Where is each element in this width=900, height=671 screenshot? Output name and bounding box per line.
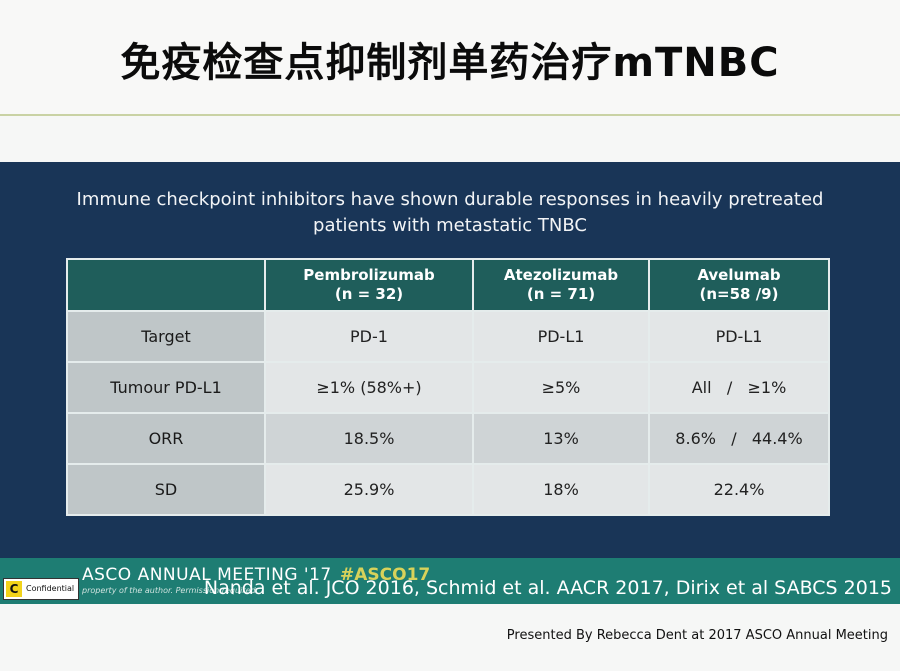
row-label: Tumour PD-L1 [66, 361, 266, 414]
references: Nanda et al. JCO 2016, Schmid et al. AAC… [203, 577, 892, 599]
column-name: Atezolizumab [503, 266, 619, 284]
column-name: Avelumab [697, 266, 781, 284]
table-row: ORR 18.5% 13% 8.6% / 44.4% [66, 412, 830, 465]
table-cell: PD-L1 [472, 310, 650, 363]
table-cell: All / ≥1% [648, 361, 830, 414]
content-panel: Immune checkpoint inhibitors have shown … [0, 162, 900, 558]
column-n: (n = 71) [526, 285, 596, 303]
table-cell: 18% [472, 463, 650, 516]
column-header-avelumab: Avelumab (n=58 /9) [648, 258, 830, 312]
permission-disclaimer: property of the author. Permission requi… [82, 586, 256, 595]
title-area: 免疫检查点抑制剂单药治疗mTNBC [0, 0, 900, 115]
column-header-pembrolizumab: Pembrolizumab (n = 32) [264, 258, 474, 312]
confidential-label: Confidential [26, 584, 75, 593]
row-label: Target [66, 310, 266, 363]
slide-title: 免疫检查点抑制剂单药治疗mTNBC [120, 40, 780, 86]
asco-footer-band: ASCO ANNUAL MEETING '17 #ASCO17 property… [0, 558, 900, 604]
table-cell: ≥1% (58%+) [264, 361, 474, 414]
table-header-row: Pembrolizumab (n = 32) Atezolizumab (n =… [66, 258, 830, 312]
table-cell: 25.9% [264, 463, 474, 516]
table-cell: 13% [472, 412, 650, 465]
confidential-badge: C Confidential [3, 578, 79, 600]
row-label: ORR [66, 412, 266, 465]
table-cell: 22.4% [648, 463, 830, 516]
table-cell: 8.6% / 44.4% [648, 412, 830, 465]
meeting-name: ASCO ANNUAL MEETING '17 [82, 565, 332, 585]
slide-subtitle: Immune checkpoint inhibitors have shown … [76, 189, 824, 236]
table-cell: PD-1 [264, 310, 474, 363]
table-row: Target PD-1 PD-L1 PD-L1 [66, 310, 830, 363]
meeting-hashtag: #ASCO17 [340, 565, 431, 585]
table-row: SD 25.9% 18% 22.4% [66, 463, 830, 516]
table-row: Tumour PD-L1 ≥1% (58%+) ≥5% All / ≥1% [66, 361, 830, 414]
column-n: (n = 32) [334, 285, 404, 303]
confidential-c-icon: C [6, 581, 22, 597]
row-label: SD [66, 463, 266, 516]
column-n: (n=58 /9) [699, 285, 779, 303]
title-divider [0, 114, 900, 116]
table-cell: ≥5% [472, 361, 650, 414]
table-cell: 18.5% [264, 412, 474, 465]
column-header-atezolizumab: Atezolizumab (n = 71) [472, 258, 650, 312]
table-corner-cell [66, 258, 266, 312]
presenter-credit: Presented By Rebecca Dent at 2017 ASCO A… [506, 628, 888, 643]
results-table: Pembrolizumab (n = 32) Atezolizumab (n =… [66, 258, 830, 516]
table-cell: PD-L1 [648, 310, 830, 363]
column-name: Pembrolizumab [303, 266, 435, 284]
